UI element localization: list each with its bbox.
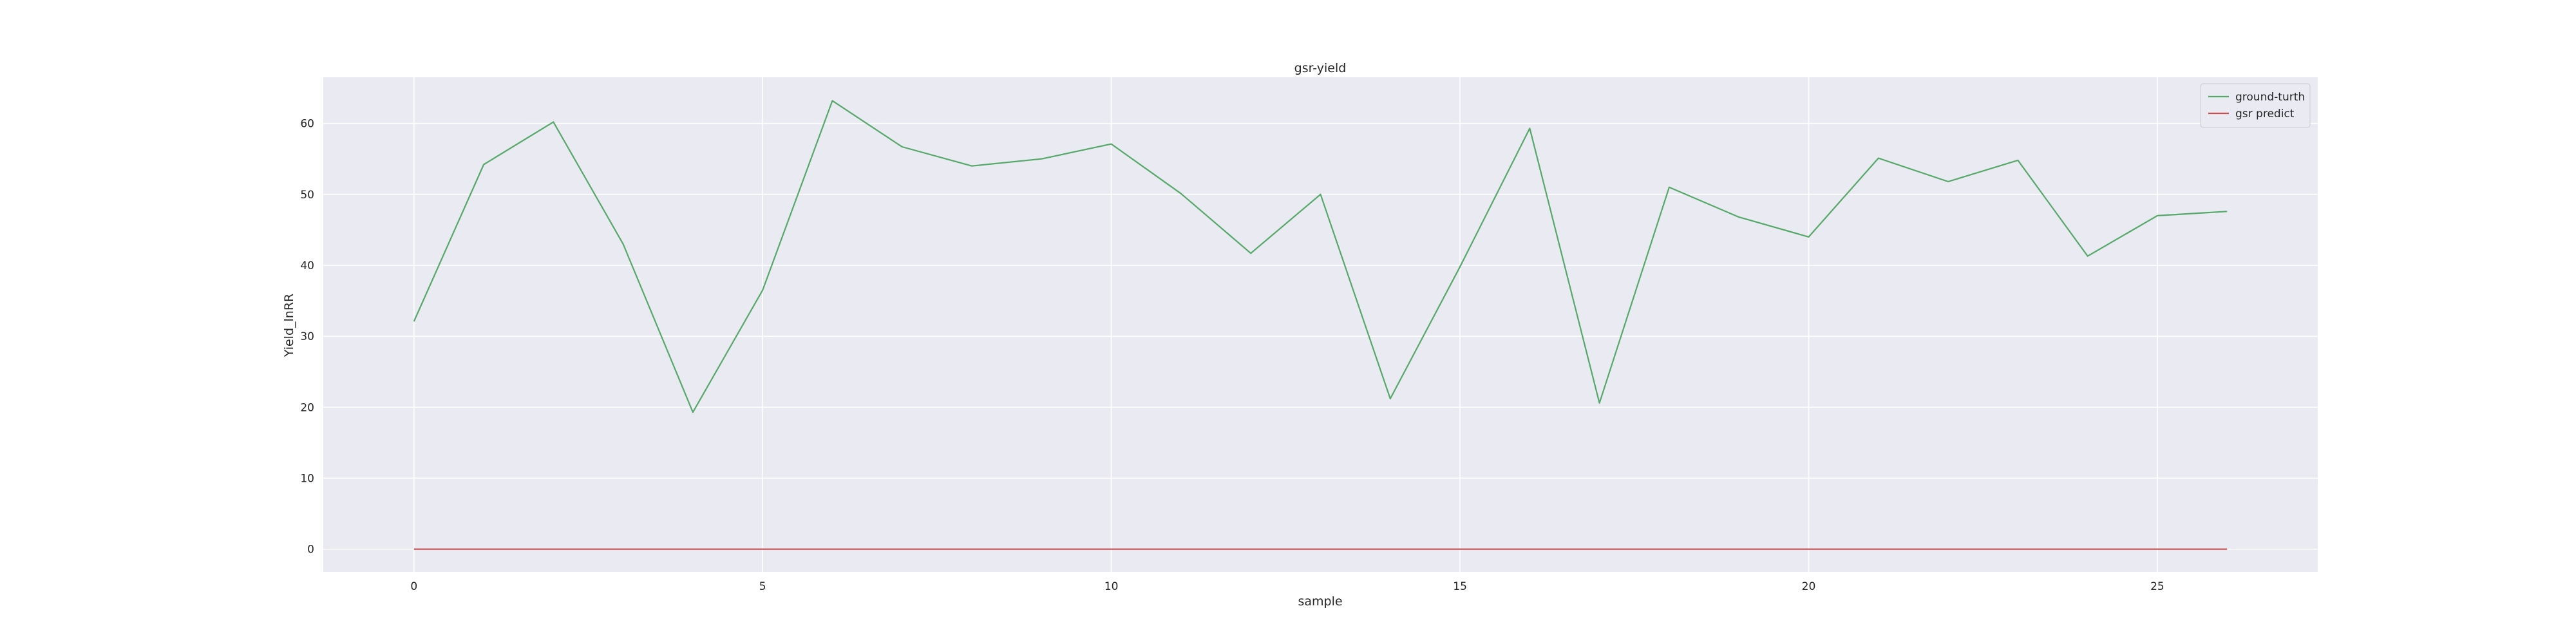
y-tick-label: 20 <box>300 401 314 414</box>
x-tick-label: 15 <box>1453 580 1467 593</box>
chart-title: gsr-yield <box>1294 61 1347 75</box>
legend: ground-turth gsr predict <box>2200 83 2311 128</box>
y-tick-label: 60 <box>300 118 314 131</box>
y-tick-label: 30 <box>300 330 314 343</box>
y-tick-label: 40 <box>300 260 314 272</box>
x-axis-label: sample <box>1298 594 1342 609</box>
series-line-1 <box>413 100 2228 413</box>
y-tick-label: 50 <box>300 189 314 202</box>
y-tick-label: 0 <box>307 544 314 556</box>
legend-label: ground-turth <box>2235 91 2305 104</box>
x-tick-label: 0 <box>410 580 417 593</box>
x-tick-label: 25 <box>2150 580 2164 593</box>
x-tick-label: 20 <box>1802 580 1816 593</box>
plot-area <box>323 77 2318 572</box>
legend-box <box>2200 83 2311 128</box>
x-tick-label: 5 <box>759 580 766 593</box>
series-layer <box>413 100 2228 550</box>
y-tick-label: 10 <box>300 473 314 486</box>
tick-labels: 0 5 10 15 20 25 0 10 20 30 40 50 60 <box>300 118 2164 593</box>
legend-label: gsr predict <box>2235 108 2295 120</box>
y-axis-label: Yield_lnRR <box>282 294 296 357</box>
x-tick-label: 10 <box>1104 580 1119 593</box>
